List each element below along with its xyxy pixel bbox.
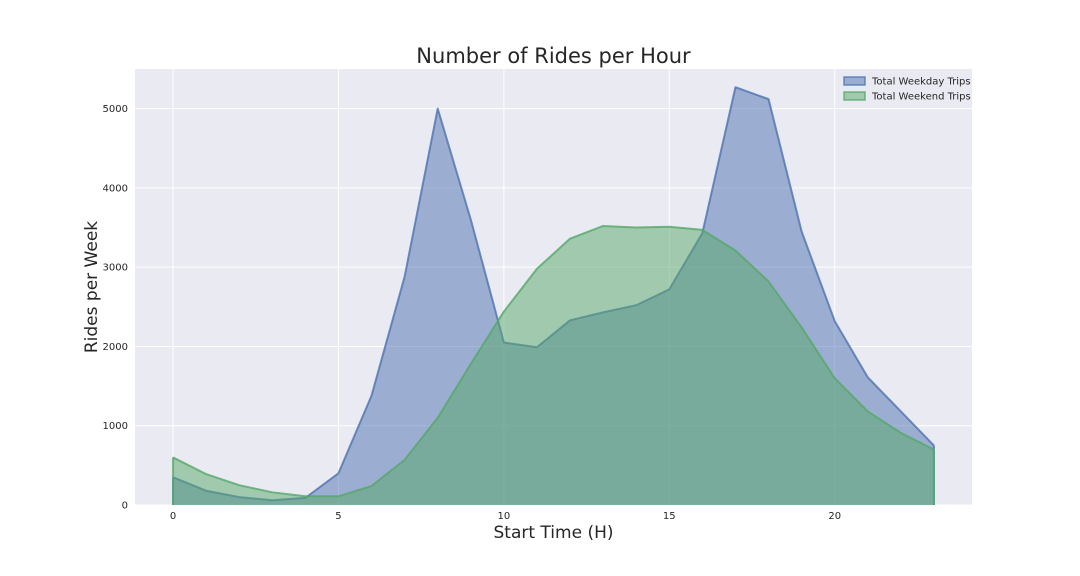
x-tick-label: 0 [170,511,176,522]
y-tick-label: 1000 [103,421,128,432]
y-tick-label: 0 [122,501,128,512]
series-area-2 [173,225,934,505]
legend-swatch-1 [843,76,866,86]
x-axis-label: Start Time (H) [494,523,614,543]
y-tick-label: 2000 [103,342,128,353]
y-tick-label: 4000 [103,183,128,194]
y-axis-ticks: 0 1000 2000 3000 4000 5000 [103,104,128,511]
x-tick-label: 5 [335,511,341,522]
legend-label-2: Total Weekend Trips [871,92,971,103]
series-areas [172,86,935,505]
x-tick-label: 20 [828,511,841,522]
chart-title: Number of Rides per Hour [416,44,691,68]
y-tick-label: 3000 [103,263,128,274]
legend: Total Weekday Trips Total Weekend Trips [843,76,971,103]
x-tick-label: 10 [498,511,511,522]
x-axis-ticks: 0 5 10 15 20 [170,511,841,522]
series-line-2 [172,224,935,498]
y-axis-label: Rides per Week [82,221,102,353]
x-tick-label: 15 [663,511,676,522]
legend-label-1: Total Weekday Trips [871,77,971,88]
legend-swatch-2 [843,91,866,101]
y-tick-label: 5000 [103,104,128,115]
